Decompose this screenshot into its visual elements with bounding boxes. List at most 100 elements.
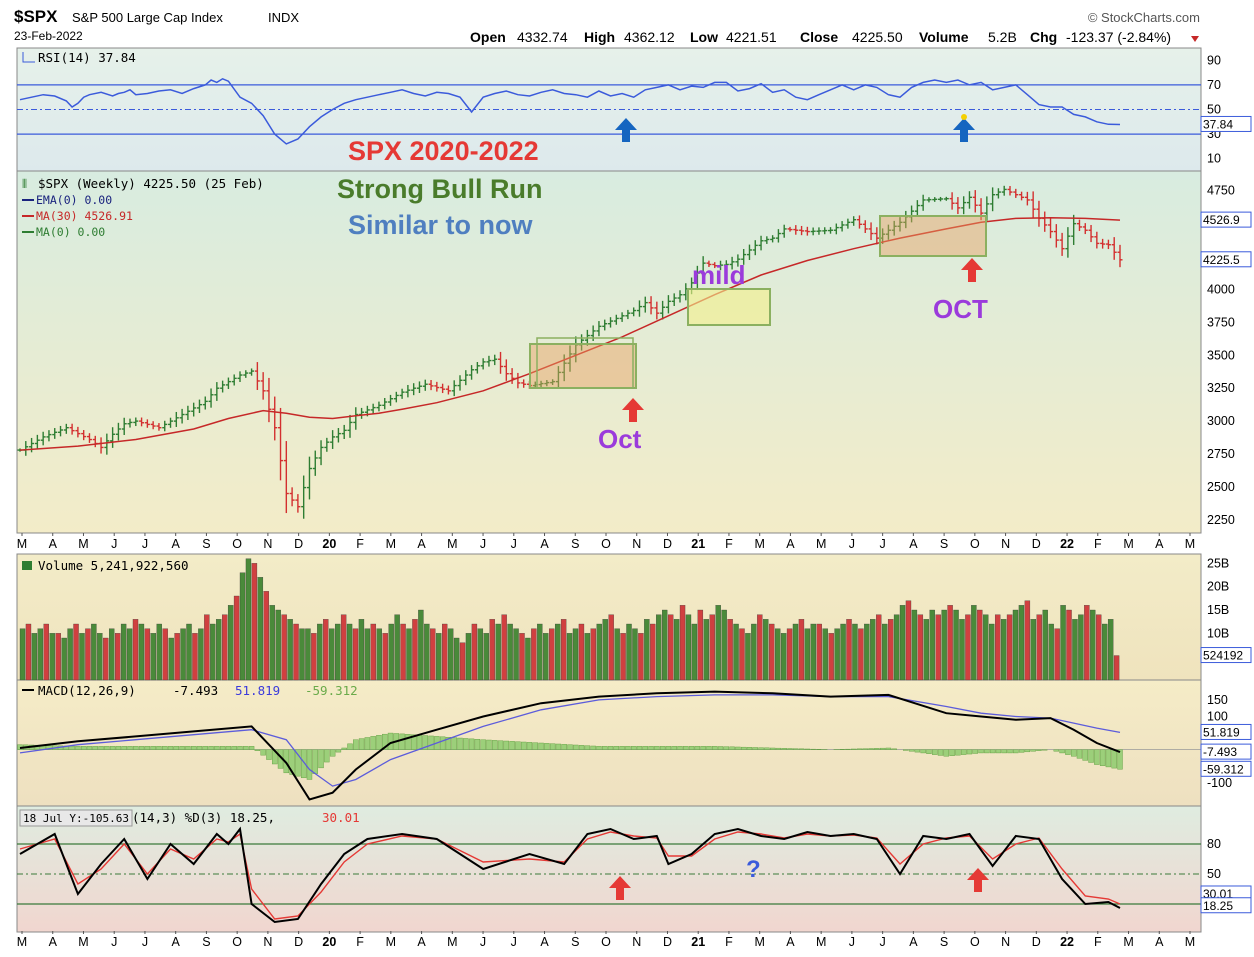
macd-hist-bar	[98, 746, 104, 750]
volume-bar	[281, 614, 287, 681]
macd-hist-bar	[862, 748, 868, 750]
volume-bar	[269, 605, 275, 681]
volume-bar	[531, 628, 537, 681]
stoch-k-tag: 18.25	[1203, 899, 1233, 913]
volume-bar	[852, 623, 858, 681]
ema-legend: EMA(0) 0.00	[36, 193, 112, 207]
macd-hist-bar	[179, 746, 185, 750]
price-tick-3500: 3500	[1207, 348, 1235, 362]
macd-hist-bar	[214, 746, 220, 750]
month-axis-top-label: M	[1123, 537, 1133, 551]
volume-bar	[507, 623, 513, 681]
volume-bar	[572, 628, 579, 681]
volume-bar	[299, 628, 305, 681]
volume-bar	[477, 628, 484, 681]
volume-value-tag-box	[1200, 647, 1252, 664]
macd-tick-150: 150	[1207, 693, 1228, 707]
volume-bar	[1054, 628, 1060, 681]
macd-hist-bar	[231, 746, 237, 750]
month-axis-bottom-label: M	[816, 935, 826, 949]
macd-hist-bar	[700, 746, 706, 750]
rsi-tick-50: 50	[1207, 103, 1221, 117]
macd-hist-bar	[735, 746, 741, 750]
macd-hist-value: -59.312	[305, 683, 358, 698]
high-label: High	[584, 29, 615, 45]
month-axis-top-label: S	[940, 537, 948, 551]
macd-hist-bar	[457, 737, 463, 750]
macd-hist-bar	[1070, 749, 1077, 757]
ohlc-row: Open 4332.74 High 4362.12 Low 4221.51 Cl…	[470, 29, 1199, 45]
volume-bar	[85, 628, 91, 681]
stoch-k-line	[19, 826, 1121, 924]
volume-bar	[554, 623, 561, 681]
month-axis-bottom-label: J	[142, 935, 148, 949]
volume-tick-10B: 10B	[1207, 626, 1229, 640]
volume-bar	[709, 614, 715, 681]
macd-hist-bar	[891, 748, 897, 750]
macd-hist-bar	[1053, 749, 1060, 752]
volume-bar	[644, 619, 650, 681]
highlight-box-2021	[879, 215, 987, 257]
month-axis-top-label: N	[1001, 537, 1010, 551]
macd-hist-bar	[636, 746, 643, 750]
macd-hist-bar	[758, 747, 764, 750]
ma-value-tag-box	[1200, 211, 1252, 228]
month-axis-bottom-label: N	[1001, 935, 1010, 949]
volume-bar	[61, 637, 67, 681]
volume-bar	[560, 619, 567, 681]
month-axis-bottom-label: A	[49, 935, 58, 949]
volume-legend: Volume 5,241,922,560	[38, 558, 189, 573]
volume-bar	[608, 614, 614, 681]
volume-bar	[55, 633, 61, 681]
macd-hist-bar	[648, 746, 654, 750]
macd-hist-bar	[1094, 749, 1100, 765]
macd-hist-bar	[717, 746, 724, 750]
volume-bar	[721, 609, 727, 681]
stoch-tick-50: 50	[1207, 867, 1221, 881]
macd-hist-bar	[850, 748, 857, 750]
macd-hist-bar	[920, 749, 926, 754]
month-axis-bottom-label: O	[601, 935, 611, 949]
price-arrow-up-icon-2	[961, 258, 983, 282]
macd-hist-bar	[162, 746, 168, 750]
volume-bar	[329, 628, 335, 681]
macd-hist-bar	[121, 746, 127, 750]
volume-bar	[364, 628, 371, 681]
macd-hist-bar	[856, 748, 863, 750]
month-axis-top-label: O	[601, 537, 611, 551]
macd-hist-bar	[1007, 749, 1013, 754]
macd-hist-bar	[150, 746, 156, 750]
macd-hist-bar	[133, 746, 139, 750]
volume-bar	[1107, 619, 1114, 681]
volume-bar	[204, 614, 210, 681]
volume-bar	[983, 614, 989, 681]
macd-line	[19, 690, 1121, 801]
macd-hist-bar	[156, 746, 162, 750]
volume-value-tag: 524192	[1203, 649, 1243, 663]
macd-hist-bar	[185, 746, 191, 750]
month-axis-top-label: D	[1032, 537, 1041, 551]
macd-hist-bar	[984, 749, 990, 754]
macd-hist-bar	[1065, 749, 1071, 755]
month-axis-bottom-label: O	[970, 935, 980, 949]
month-axis-top-label: J	[849, 537, 855, 551]
macd-hist-bar	[746, 747, 753, 750]
stoch-tick-80: 80	[1207, 837, 1221, 851]
macd-hist-bar	[248, 746, 255, 750]
macd-hist-bar	[509, 741, 515, 750]
macd-panel	[16, 679, 1202, 807]
volume-bar	[727, 619, 733, 681]
macd-hist-bar	[347, 743, 353, 750]
macd-hist-bar	[208, 746, 214, 750]
price-tick-2250: 2250	[1207, 513, 1235, 527]
volume-bar	[25, 623, 32, 681]
volume-bar	[317, 623, 323, 681]
macd-hist-bar	[335, 749, 342, 753]
rsi-marker-dot	[961, 114, 967, 120]
macd-hist-bar	[868, 748, 874, 750]
macd-hist-bar	[115, 746, 122, 750]
month-axis-bottom-label: S	[940, 935, 948, 949]
volume-bar	[1090, 609, 1096, 681]
volume-bar	[210, 623, 216, 681]
volume-bar	[929, 609, 935, 681]
